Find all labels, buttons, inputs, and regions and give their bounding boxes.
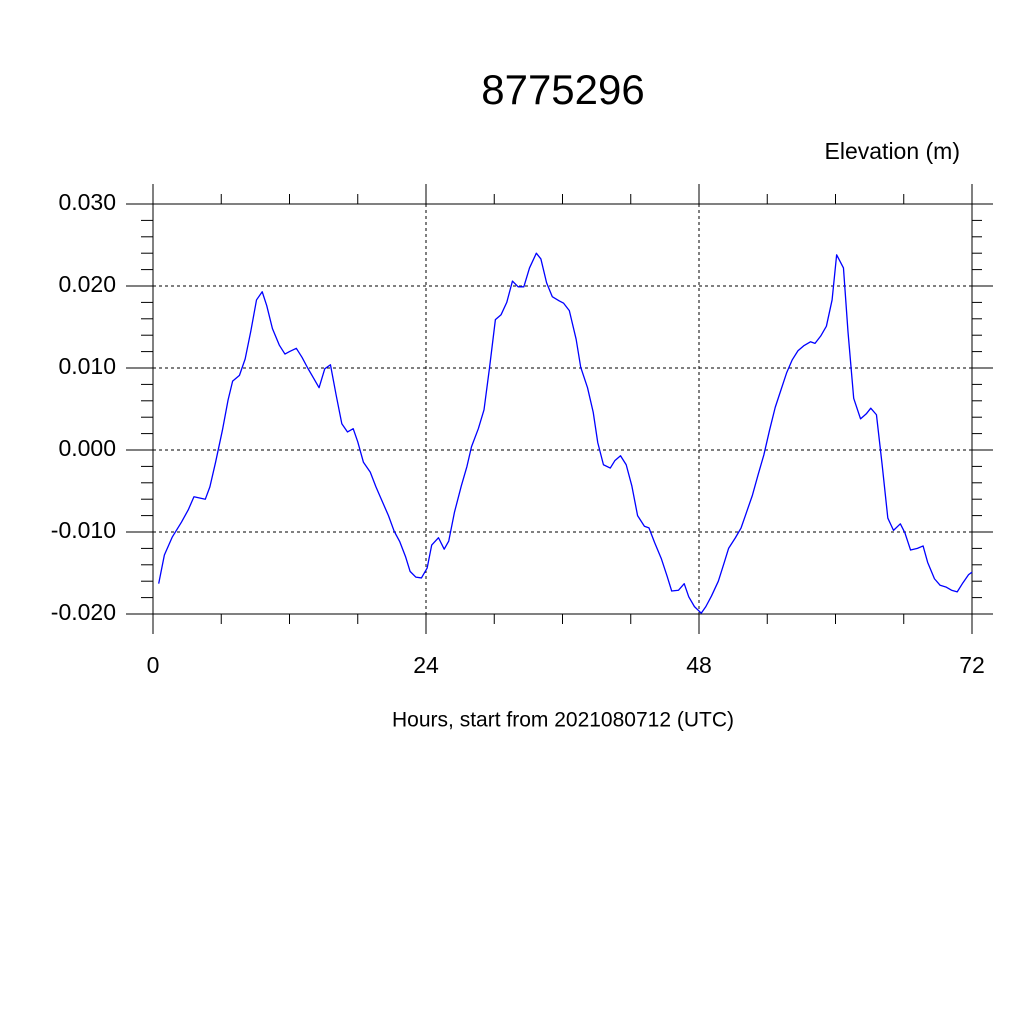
x-tick-label: 72 [959,652,985,678]
data-line [158,252,973,614]
x-tick-label: 0 [147,652,160,678]
y-tick-label: 0.000 [58,435,116,461]
x-tick-label: 48 [686,652,712,678]
x-axis-title: Hours, start from 2021080712 (UTC) [392,709,734,732]
y-axis-unit: Elevation (m) [825,138,960,164]
y-tick-label: 0.010 [58,353,116,379]
y-tick-label: -0.020 [51,599,116,625]
y-tick-label: -0.010 [51,517,116,543]
x-tick-label: 24 [413,652,439,678]
plot-frame [152,203,973,615]
y-tick-label: 0.030 [58,189,116,215]
chart-title: 8775296 [481,66,645,113]
y-tick-label: 0.020 [58,271,116,297]
